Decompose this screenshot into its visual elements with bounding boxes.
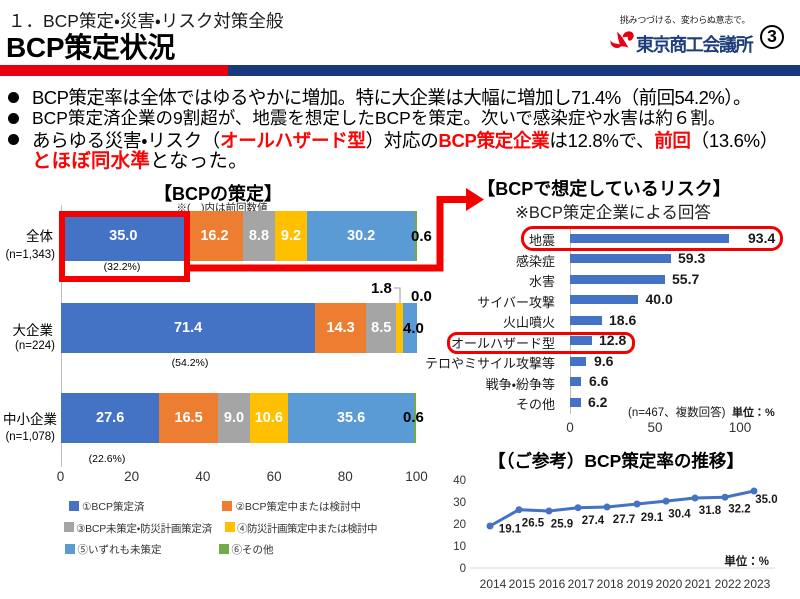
svg-text:2020: 2020 xyxy=(656,577,683,591)
svg-text:31.8: 31.8 xyxy=(699,505,722,517)
svg-text:2019: 2019 xyxy=(627,577,654,591)
svg-text:単位：%: 単位：% xyxy=(724,554,769,568)
svg-text:26.5: 26.5 xyxy=(522,518,545,530)
svg-text:40: 40 xyxy=(453,475,466,487)
svg-text:0: 0 xyxy=(460,563,466,575)
svg-text:27.7: 27.7 xyxy=(613,514,635,526)
svg-text:10: 10 xyxy=(453,541,466,553)
svg-text:2016: 2016 xyxy=(539,577,566,591)
svg-text:2014: 2014 xyxy=(480,577,507,591)
svg-text:30.4: 30.4 xyxy=(668,509,691,521)
svg-text:35.0: 35.0 xyxy=(755,494,777,506)
svg-text:2021: 2021 xyxy=(685,577,712,591)
svg-text:27.4: 27.4 xyxy=(582,515,605,527)
svg-text:2022: 2022 xyxy=(715,577,742,591)
svg-text:32.2: 32.2 xyxy=(728,504,750,516)
svg-text:2023: 2023 xyxy=(744,577,771,591)
svg-text:25.9: 25.9 xyxy=(551,519,573,531)
svg-text:2017: 2017 xyxy=(568,577,595,591)
svg-text:2018: 2018 xyxy=(597,577,624,591)
svg-text:20: 20 xyxy=(453,519,466,531)
svg-text:2015: 2015 xyxy=(509,577,536,591)
svg-text:29.1: 29.1 xyxy=(641,512,664,524)
svg-text:30: 30 xyxy=(453,497,466,509)
svg-text:19.1: 19.1 xyxy=(499,524,522,536)
